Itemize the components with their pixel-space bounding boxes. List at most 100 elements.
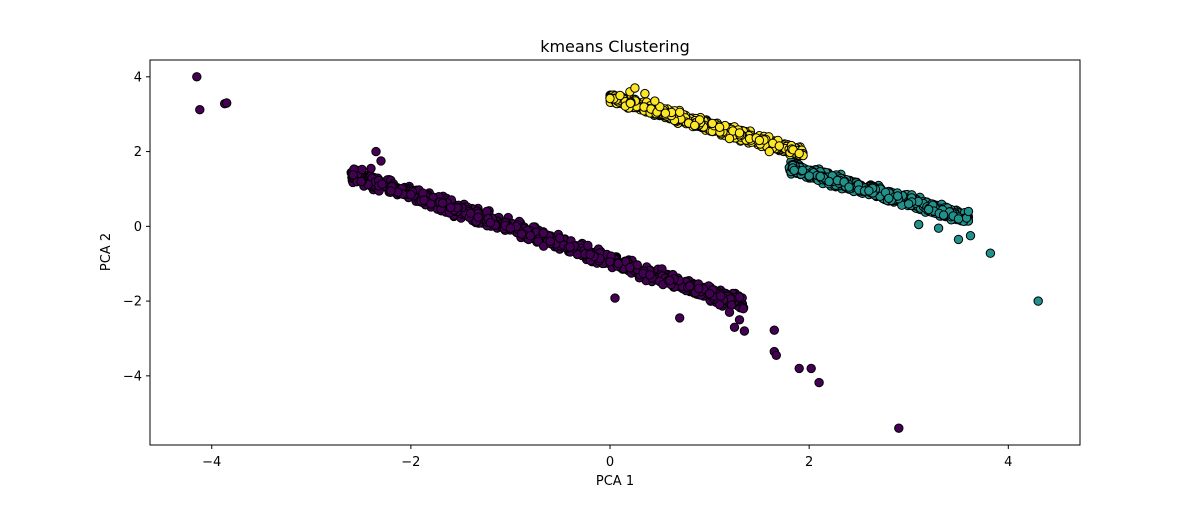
data-point-cluster-0 bbox=[625, 262, 635, 273]
data-point-cluster-2 bbox=[640, 88, 650, 99]
data-point-cluster-2 bbox=[650, 96, 660, 106]
data-point-cluster-1 bbox=[924, 204, 934, 215]
data-point-cluster-1 bbox=[893, 191, 903, 201]
x-tick-label: 4 bbox=[1004, 455, 1012, 470]
data-point-cluster-2 bbox=[690, 120, 700, 131]
data-point-cluster-1 bbox=[1033, 296, 1043, 306]
data-point-cluster-1 bbox=[953, 214, 964, 224]
axes-layer: −4 −2 0 2 4 4 2 0 −2 −4 bbox=[123, 70, 1013, 470]
data-point-cluster-0 bbox=[386, 186, 396, 196]
y-tick-label: 0 bbox=[134, 220, 142, 235]
plot-frame bbox=[149, 59, 1081, 446]
data-point-cluster-0 bbox=[525, 231, 536, 241]
data-point-cluster-0 bbox=[555, 233, 565, 243]
data-point-cluster-1 bbox=[884, 193, 894, 204]
data-point-cluster-0 bbox=[769, 325, 779, 335]
data-point-cluster-1 bbox=[815, 171, 825, 182]
data-point-cluster-0 bbox=[366, 163, 376, 174]
data-point-cluster-2 bbox=[754, 135, 765, 146]
data-point-cluster-0 bbox=[771, 350, 781, 360]
data-point-cluster-0 bbox=[685, 281, 695, 291]
data-point-cluster-0 bbox=[734, 292, 745, 302]
data-point-cluster-0 bbox=[357, 164, 367, 175]
data-point-cluster-0 bbox=[665, 275, 675, 286]
data-point-cluster-2 bbox=[714, 122, 725, 133]
data-point-cluster-0 bbox=[538, 228, 549, 238]
data-point-cluster-0 bbox=[426, 199, 436, 209]
data-point-cluster-0 bbox=[192, 72, 202, 82]
y-tick-label: 4 bbox=[134, 70, 142, 85]
data-point-cluster-1 bbox=[789, 165, 799, 176]
data-point-cluster-2 bbox=[734, 128, 745, 138]
data-point-cluster-0 bbox=[814, 377, 824, 388]
data-point-cluster-0 bbox=[356, 176, 366, 187]
data-point-cluster-2 bbox=[630, 83, 640, 93]
data-point-cluster-0 bbox=[716, 291, 726, 301]
data-point-cluster-2 bbox=[707, 118, 717, 129]
x-tick-label: −2 bbox=[401, 455, 420, 470]
data-point-cluster-0 bbox=[222, 98, 232, 108]
data-point-cluster-0 bbox=[605, 257, 615, 267]
data-point-cluster-0 bbox=[505, 223, 516, 233]
data-point-cluster-0 bbox=[738, 304, 748, 314]
y-tick-label: 2 bbox=[134, 145, 142, 160]
data-point-cluster-0 bbox=[714, 300, 725, 310]
data-point-cluster-0 bbox=[545, 236, 555, 247]
data-point-cluster-0 bbox=[645, 270, 655, 280]
data-point-cluster-0 bbox=[485, 217, 496, 228]
data-point-cluster-1 bbox=[864, 186, 874, 196]
data-point-cluster-0 bbox=[610, 293, 620, 303]
data-point-cluster-0 bbox=[729, 322, 740, 332]
data-point-cluster-1 bbox=[938, 210, 949, 220]
data-point-cluster-1 bbox=[953, 234, 964, 245]
data-point-cluster-0 bbox=[516, 229, 527, 239]
data-point-cluster-0 bbox=[734, 315, 745, 325]
data-point-cluster-1 bbox=[824, 176, 834, 187]
data-point-cluster-0 bbox=[583, 240, 593, 251]
points-layer bbox=[192, 72, 1043, 433]
y-axis-label: PCA 2 bbox=[99, 233, 114, 271]
data-point-cluster-0 bbox=[437, 198, 448, 208]
data-point-cluster-0 bbox=[894, 423, 904, 433]
data-point-cluster-2 bbox=[774, 141, 784, 151]
x-axis-label: PCA 1 bbox=[596, 474, 634, 489]
data-point-cluster-1 bbox=[844, 182, 854, 192]
data-point-cluster-1 bbox=[963, 206, 974, 217]
x-tick-label: 2 bbox=[805, 455, 813, 470]
data-point-cluster-0 bbox=[348, 170, 358, 180]
data-point-cluster-0 bbox=[406, 189, 416, 200]
data-point-cluster-0 bbox=[376, 156, 386, 166]
data-point-cluster-0 bbox=[371, 146, 381, 157]
x-tick-label: 0 bbox=[606, 455, 614, 470]
data-point-cluster-2 bbox=[794, 148, 804, 159]
data-point-cluster-0 bbox=[694, 283, 704, 294]
data-point-cluster-2 bbox=[724, 133, 735, 144]
data-point-cluster-0 bbox=[377, 179, 387, 189]
data-point-cluster-1 bbox=[985, 248, 996, 258]
data-point-cluster-0 bbox=[195, 105, 205, 115]
data-point-cluster-1 bbox=[933, 223, 944, 233]
y-tick-label: −2 bbox=[123, 295, 142, 310]
data-point-cluster-0 bbox=[704, 288, 715, 299]
data-point-cluster-0 bbox=[613, 258, 623, 269]
data-point-cluster-2 bbox=[625, 98, 636, 109]
data-point-cluster-0 bbox=[585, 249, 595, 260]
data-point-cluster-2 bbox=[764, 146, 774, 157]
y-tick-label: −4 bbox=[123, 369, 142, 384]
data-point-cluster-1 bbox=[965, 231, 976, 241]
x-tick-label: −4 bbox=[202, 455, 221, 470]
data-point-cluster-2 bbox=[675, 107, 685, 118]
data-point-cluster-0 bbox=[739, 326, 750, 336]
data-point-cluster-0 bbox=[675, 313, 685, 323]
data-point-cluster-0 bbox=[794, 363, 804, 374]
data-point-cluster-0 bbox=[724, 307, 735, 317]
data-point-cluster-2 bbox=[615, 90, 625, 101]
data-point-cluster-0 bbox=[473, 212, 483, 222]
data-point-cluster-1 bbox=[914, 219, 924, 230]
data-point-cluster-0 bbox=[565, 242, 575, 252]
data-point-cluster-0 bbox=[465, 208, 476, 219]
data-point-cluster-1 bbox=[804, 171, 814, 181]
chart-title: kmeans Clustering bbox=[540, 37, 690, 56]
